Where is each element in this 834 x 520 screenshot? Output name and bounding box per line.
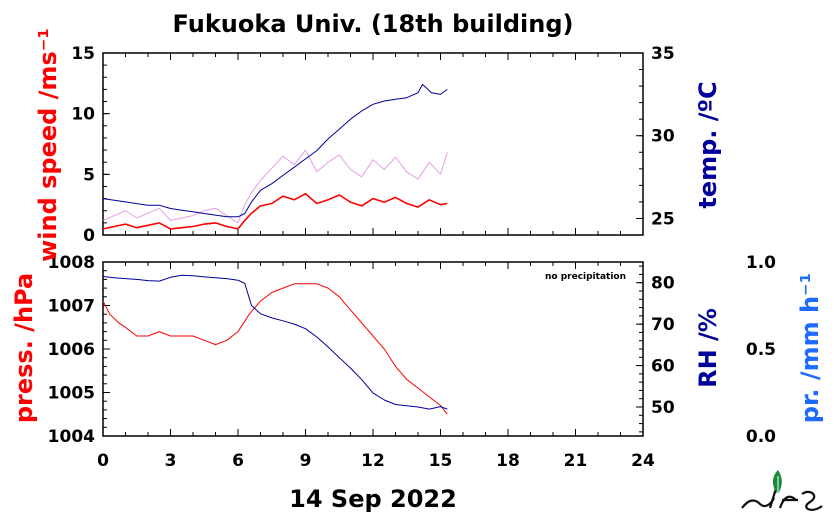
left-tick-label: 10 (71, 105, 95, 125)
bottom-panel: 0 3 6 9 12 15 18 21 24 1004 1005 1006 1007 1008 50 60 70… (48, 253, 776, 471)
left-tick-label: 1007 (48, 297, 95, 317)
series-wind_gust (102, 149, 448, 224)
pressure-axis-label: press. /hPa (10, 273, 38, 423)
left-tick-label: 0 (83, 226, 95, 246)
right-tick-label: 60 (651, 357, 675, 377)
x-tick-label: 18 (496, 451, 520, 471)
precipitation-note: no precipitation (545, 272, 626, 282)
chart-title: Fukuoka Univ. (18th building) (173, 10, 574, 38)
series-rh (102, 274, 448, 410)
left-tick-label: 15 (71, 44, 95, 64)
x-tick-label: 6 (232, 451, 244, 471)
right-tick-label: 30 (651, 127, 675, 147)
top-panel: 0 5 10 15 25 30 35 (71, 44, 675, 246)
x-tick-label: 0 (97, 451, 109, 471)
left-tick-label: 1004 (48, 427, 95, 447)
series-press (102, 283, 448, 415)
precipitation-axis-label: pr. /mm h⁻¹ (796, 273, 824, 423)
precip-tick-label: 0.5 (746, 340, 776, 360)
series-temp (102, 83, 448, 218)
x-tick-label: 9 (300, 451, 312, 471)
temperature-axis-label: temp. /ºC (694, 81, 722, 208)
series-wind (102, 192, 448, 230)
right-tick-label: 50 (651, 398, 675, 418)
left-tick-label: 1008 (48, 253, 95, 273)
x-tick-label: 3 (165, 451, 177, 471)
x-tick-label: 15 (429, 451, 453, 471)
left-tick-label: 5 (83, 165, 95, 185)
right-tick-label: 25 (651, 209, 675, 229)
precip-tick-label: 1.0 (746, 253, 776, 273)
right-tick-label: 80 (651, 274, 675, 294)
left-tick-label: 1005 (48, 384, 95, 404)
date-label: 14 Sep 2022 (289, 485, 457, 513)
x-tick-label: 21 (564, 451, 588, 471)
institution-logo (741, 470, 823, 511)
left-tick-label: 1006 (48, 340, 95, 360)
precip-tick-label: 0.0 (746, 427, 776, 447)
x-tick-label: 12 (361, 451, 385, 471)
right-tick-label: 70 (651, 315, 675, 335)
plot-frame (102, 261, 644, 437)
x-tick-label: 24 (631, 451, 655, 471)
wind-speed-axis-label: wind speed /ms⁻¹ (34, 28, 62, 262)
rh-axis-label: RH /% (694, 308, 722, 388)
plot-frame (102, 52, 644, 236)
right-tick-label: 35 (651, 44, 675, 64)
